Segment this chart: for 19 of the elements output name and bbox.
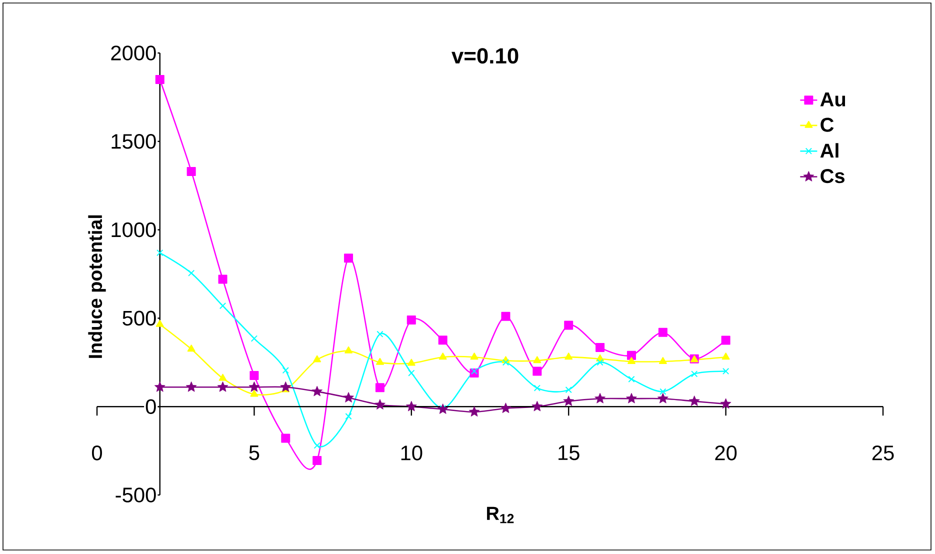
x-tick-label: 10 <box>401 446 422 460</box>
y-axis-title: Induce potential <box>88 215 106 358</box>
y-tick-label: 500 <box>122 310 156 326</box>
y-tick-label: 1500 <box>112 134 156 149</box>
chart-title: v=0.10 <box>452 48 518 64</box>
y-tick-label: 0 <box>146 399 156 414</box>
x-tick-label: 0 <box>92 446 102 460</box>
y-tick-label: 1000 <box>112 222 156 238</box>
x-axis-title: R$_{12}$ <box>487 506 514 524</box>
x-tick-label: 15 <box>558 446 580 460</box>
y-tick-label: 2000 <box>111 46 156 60</box>
x-tick-label: 25 <box>872 446 894 460</box>
y-tick-label: -500 <box>116 488 156 502</box>
legend-label: Cs <box>820 169 844 184</box>
legend-label: C <box>820 118 834 132</box>
x-tick-label: 20 <box>715 446 737 460</box>
x-tick-label: 5 <box>249 446 260 460</box>
legend-label: Au <box>820 92 846 106</box>
legend-label: Al <box>820 143 838 158</box>
